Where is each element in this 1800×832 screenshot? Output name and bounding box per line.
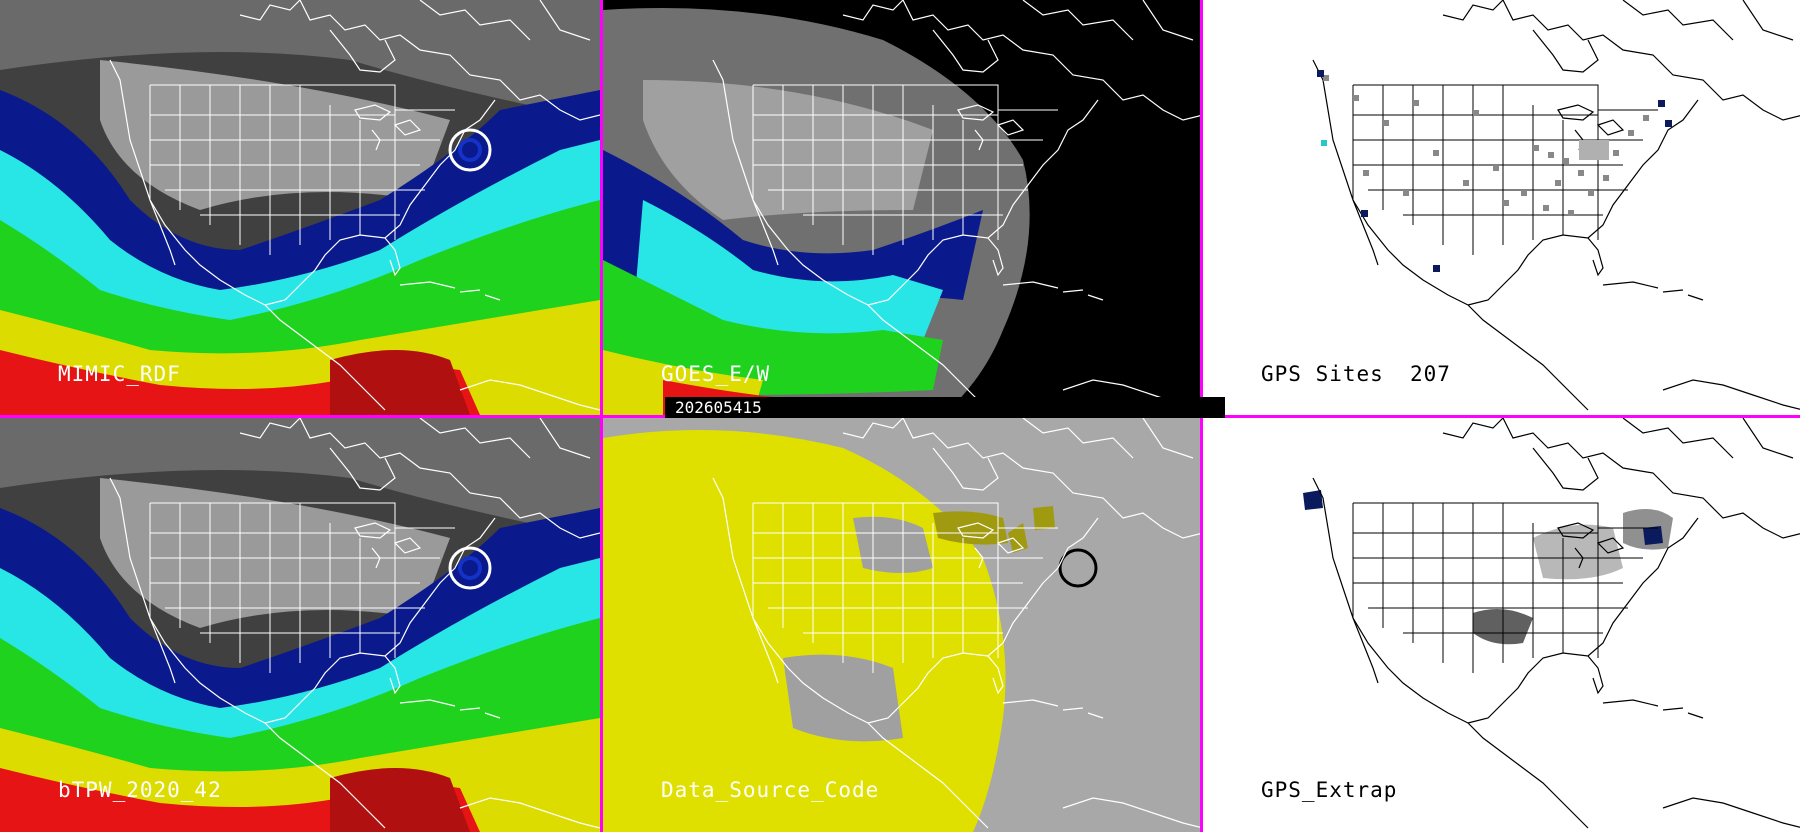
btpw-panel: bTPW_2020_42 (0, 418, 600, 832)
data-source-code-panel: Data_Source_Code (603, 418, 1200, 832)
panel-label: GOES_E/W (661, 362, 771, 386)
goes-map (603, 0, 1200, 415)
timestamp: 202605415 (675, 398, 762, 417)
gps-extrap-map (1203, 418, 1800, 832)
panel-label: bTPW_2020_42 (58, 778, 222, 802)
gps-site-count: 207 (1410, 362, 1451, 386)
panel-label: Data_Source_Code (661, 778, 880, 802)
timestamp-bar: 202605415 (665, 397, 1225, 418)
panel-label: GPS Sites (1261, 362, 1384, 386)
goes-panel: GOES_E/W (603, 0, 1200, 415)
panel-label: GPS_Extrap (1261, 778, 1398, 802)
gps-sites-panel: GPS Sites 207 (1203, 0, 1800, 415)
panel-label: MIMIC_RDF (58, 362, 181, 386)
mimic-rdf-map (0, 0, 600, 415)
mimic-rdf-panel: MIMIC_RDF (0, 0, 600, 415)
data-source-code-map (603, 418, 1200, 832)
gps-extrap-panel: GPS_Extrap (1203, 418, 1800, 832)
gps-site-markers (1323, 75, 1649, 216)
btpw-map (0, 418, 600, 832)
gps-sites-map (1203, 0, 1800, 415)
